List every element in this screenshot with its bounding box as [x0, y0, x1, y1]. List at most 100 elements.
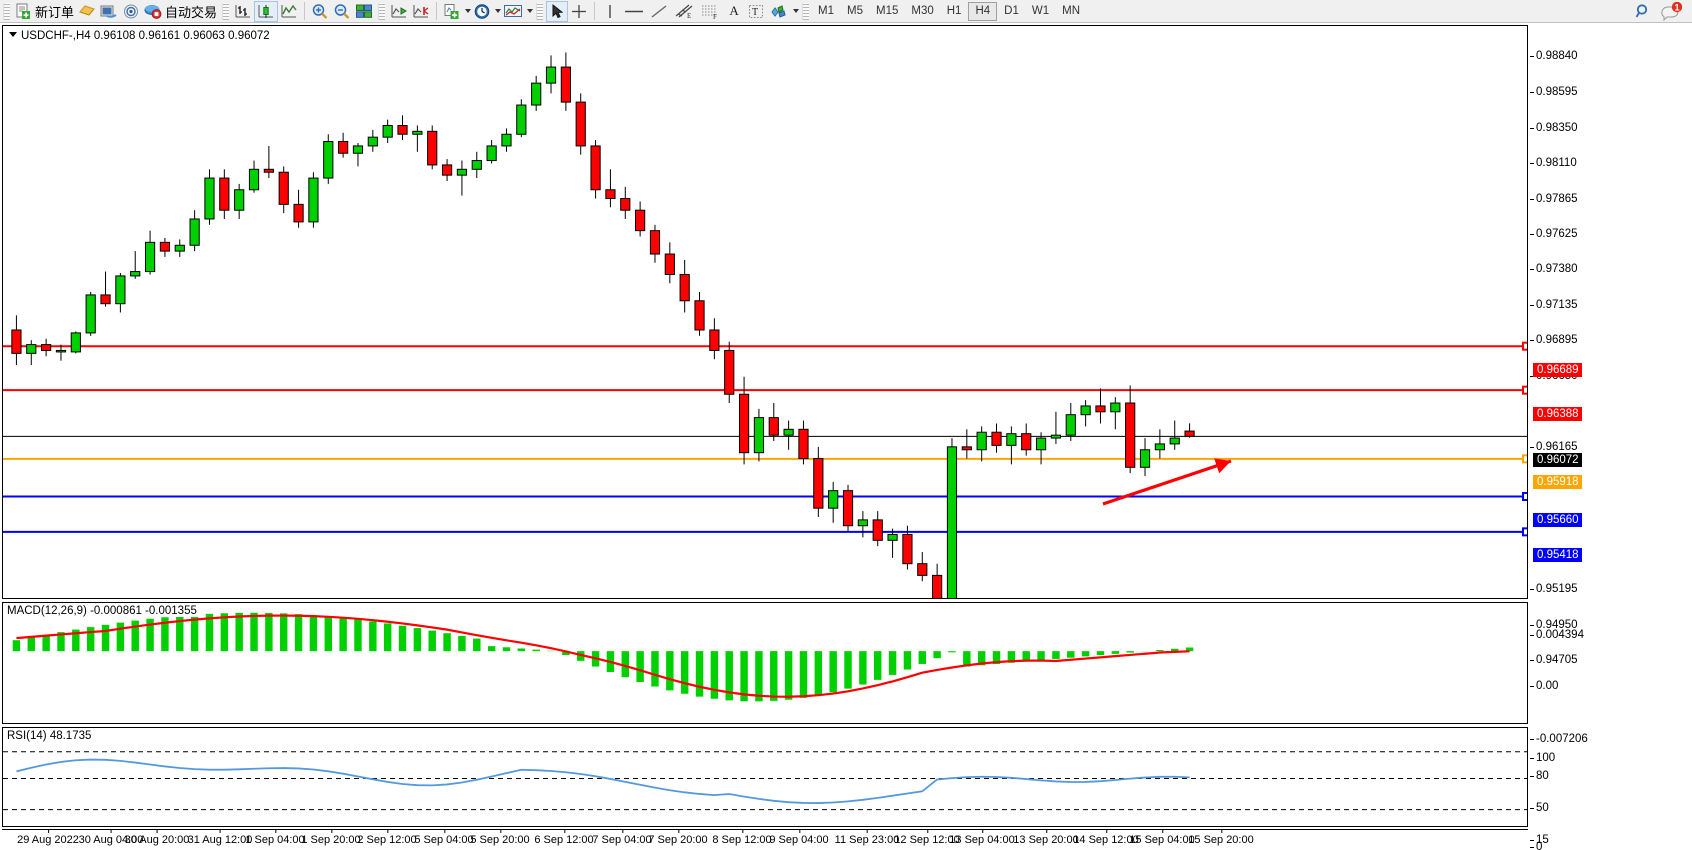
time-axis[interactable]: 29 Aug 2022 30 Aug 04:00 30 Aug 20:00 31 Au…	[2, 829, 1528, 850]
zoom-out-icon[interactable]	[331, 1, 353, 22]
candle	[976, 426, 987, 462]
pivot-level[interactable]: 0.95918	[1533, 475, 1582, 489]
time-tick: 1 Sep 20:00	[301, 829, 361, 846]
candle	[768, 403, 779, 441]
macd-label: MACD(12,26,9) -0.000861 -0.001355	[7, 605, 200, 617]
terminal-icon[interactable]	[98, 1, 120, 22]
candle	[857, 511, 868, 538]
axis-tick: -0.007206	[1530, 733, 1588, 745]
rsi-pane[interactable]: RSI(14) 48.1735	[2, 727, 1528, 827]
period-dropdown-caret[interactable]	[495, 9, 502, 13]
svg-text:E: E	[687, 12, 691, 20]
candle	[545, 55, 557, 94]
indicators-icon[interactable]	[501, 1, 525, 22]
axis-tick: 0.97625	[1530, 228, 1578, 240]
timeframe-mn[interactable]: MN	[1062, 5, 1080, 17]
crosshair-icon[interactable]	[568, 1, 590, 22]
candle	[501, 128, 512, 152]
toolbar-grip[interactable]	[3, 2, 10, 20]
time-tick: 13 Sep 20:00	[1013, 829, 1079, 846]
search-icon[interactable]	[1632, 1, 1654, 22]
time-tick: 5 Sep 04:00	[414, 829, 474, 846]
candle	[872, 511, 883, 547]
support-level-1[interactable]: 0.95660	[1533, 513, 1582, 527]
axis-tick: 0.95195	[1530, 583, 1578, 595]
timeframe-w1[interactable]: W1	[1031, 5, 1050, 17]
chart-area[interactable]: USDCHF-,H4 0.96108 0.96161 0.96063 0.960…	[0, 23, 1692, 850]
vline-icon[interactable]	[599, 1, 621, 22]
last-price-tag[interactable]: 0.96072	[1533, 453, 1582, 467]
auto-scroll-icon[interactable]	[410, 1, 432, 22]
timeframe-m1[interactable]: M1	[818, 5, 835, 17]
hand-trade-icon[interactable]	[76, 1, 98, 22]
time-tick: 30 Aug 20:00	[124, 829, 190, 846]
line-chart-icon[interactable]	[278, 1, 300, 22]
autotrading-icon[interactable]: 自动交易	[142, 1, 219, 22]
shapes-icon[interactable]	[767, 1, 791, 22]
symbol-header: USDCHF-,H4 0.96108 0.96161 0.96063 0.960…	[9, 30, 270, 42]
timeframe-h4[interactable]: H4	[968, 1, 998, 21]
new-order-label: 新订单	[35, 4, 75, 20]
period-icon[interactable]	[471, 1, 493, 22]
new-chart-icon[interactable]	[441, 1, 463, 22]
text-icon[interactable]: A	[729, 3, 739, 18]
macd-axis: 0.004394 0.00 -0.007206	[1528, 625, 1692, 747]
toolbar-grip-5[interactable]	[802, 2, 810, 20]
timeframe-d1[interactable]: D1	[1004, 5, 1019, 17]
axis-tick: 0.96895	[1530, 334, 1578, 346]
toolbar-grip-2[interactable]	[222, 2, 230, 20]
fibonacci-icon[interactable]: F	[697, 1, 723, 22]
symbol-caret-icon[interactable]	[9, 32, 17, 37]
notifications-icon[interactable]: 1	[1658, 1, 1684, 22]
candle	[828, 481, 839, 523]
timeframe-m30[interactable]: M30	[911, 5, 934, 17]
tile-windows-icon[interactable]	[353, 1, 375, 22]
timeframe-m5[interactable]: M5	[847, 5, 863, 17]
price-axis[interactable]: 0.98840 0.98595 0.98350 0.98110 0.97865 0.976…	[1528, 48, 1692, 666]
candle	[991, 423, 1002, 453]
arrow-annotation[interactable]	[1102, 458, 1232, 506]
price-pane[interactable]: USDCHF-,H4 0.96108 0.96161 0.96063 0.960…	[2, 25, 1528, 599]
new-order-button[interactable]: 新订单	[13, 1, 76, 22]
bar-chart-icon[interactable]	[232, 1, 254, 22]
candle	[486, 140, 497, 164]
macd-pane[interactable]: MACD(12,26,9) -0.000861 -0.001355	[2, 602, 1528, 724]
shapes-dropdown-caret[interactable]	[793, 9, 800, 13]
toolbar-grip-4[interactable]	[536, 2, 544, 20]
candle	[798, 420, 809, 465]
axis-tick: 0.94950	[1530, 619, 1578, 631]
text-label-icon[interactable]: T	[745, 1, 767, 22]
candle	[842, 484, 854, 532]
new-chart-dropdown-caret[interactable]	[465, 9, 472, 13]
candle	[961, 429, 972, 459]
toolbar-grip-3[interactable]	[378, 2, 386, 20]
candle	[932, 563, 943, 598]
candle	[664, 242, 675, 284]
indicators-dropdown-caret[interactable]	[527, 9, 534, 13]
chart-shift-icon[interactable]	[388, 1, 410, 22]
symbol-header-text: USDCHF-,H4 0.96108 0.96161 0.96063 0.960…	[21, 30, 270, 42]
time-tick: 6 Sep 12:00	[534, 829, 594, 846]
timeframe-h1[interactable]: H1	[946, 5, 962, 17]
cursor-icon[interactable]	[546, 0, 569, 22]
zoom-in-icon[interactable]	[309, 1, 331, 22]
resistance-level-2[interactable]: 0.96388	[1533, 407, 1582, 421]
equidistant-channel-icon[interactable]: E	[671, 1, 697, 22]
support-level-2[interactable]: 0.95418	[1533, 548, 1582, 562]
candle	[471, 151, 482, 179]
timeframe-m15[interactable]: M15	[876, 5, 899, 17]
candle	[590, 140, 601, 199]
navigator-icon[interactable]	[120, 1, 142, 22]
resistance-level-1[interactable]: 0.96689	[1533, 363, 1582, 377]
candle	[1035, 432, 1047, 465]
axis-tick: 50	[1530, 802, 1549, 814]
candle	[1080, 400, 1091, 427]
candle	[1110, 397, 1121, 430]
candle	[1021, 423, 1032, 456]
trendline-icon[interactable]	[647, 1, 671, 22]
time-tick: 13 Sep 04:00	[949, 829, 1015, 846]
candlestick-chart-icon[interactable]	[254, 0, 279, 22]
hline-icon[interactable]	[621, 1, 647, 22]
time-tick: 30 Aug 04:00	[78, 829, 144, 846]
candle	[115, 273, 126, 313]
